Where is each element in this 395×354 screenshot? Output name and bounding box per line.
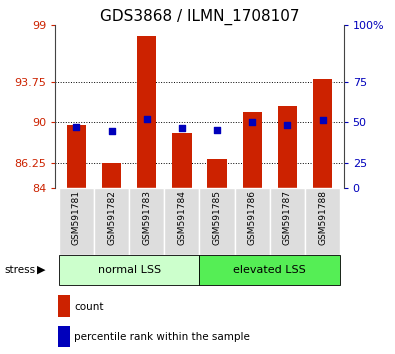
- Text: GSM591783: GSM591783: [142, 190, 151, 245]
- Bar: [313, 79, 332, 188]
- Text: GSM591781: GSM591781: [72, 190, 81, 245]
- Text: GSM591786: GSM591786: [248, 190, 257, 245]
- Text: GSM591785: GSM591785: [213, 190, 222, 245]
- Bar: [235, 188, 270, 255]
- Text: ▶: ▶: [37, 265, 46, 275]
- Text: GSM591784: GSM591784: [177, 190, 186, 245]
- Text: count: count: [74, 302, 104, 312]
- Bar: [270, 188, 305, 255]
- Text: GSM591782: GSM591782: [107, 190, 116, 245]
- Bar: [137, 36, 156, 188]
- Point: [320, 118, 326, 123]
- Text: stress: stress: [4, 265, 35, 275]
- Point: [249, 120, 256, 125]
- Point: [143, 116, 150, 122]
- Bar: [59, 255, 199, 285]
- Text: elevated LSS: elevated LSS: [233, 265, 306, 275]
- Bar: [58, 296, 70, 317]
- Bar: [278, 106, 297, 188]
- Point: [73, 124, 79, 130]
- Bar: [164, 188, 199, 255]
- Bar: [305, 188, 340, 255]
- Title: GDS3868 / ILMN_1708107: GDS3868 / ILMN_1708107: [100, 8, 299, 25]
- Bar: [94, 188, 129, 255]
- Bar: [58, 326, 70, 347]
- Text: normal LSS: normal LSS: [98, 265, 161, 275]
- Bar: [243, 112, 262, 188]
- Bar: [59, 188, 94, 255]
- Bar: [199, 188, 235, 255]
- Bar: [102, 163, 121, 188]
- Bar: [207, 159, 227, 188]
- Text: percentile rank within the sample: percentile rank within the sample: [74, 332, 250, 342]
- Bar: [67, 125, 86, 188]
- Point: [284, 122, 291, 127]
- Bar: [129, 188, 164, 255]
- Text: GSM591788: GSM591788: [318, 190, 327, 245]
- Text: GSM591787: GSM591787: [283, 190, 292, 245]
- Point: [214, 127, 220, 133]
- Bar: [199, 255, 340, 285]
- Bar: [172, 133, 192, 188]
- Point: [108, 129, 115, 134]
- Point: [179, 125, 185, 131]
